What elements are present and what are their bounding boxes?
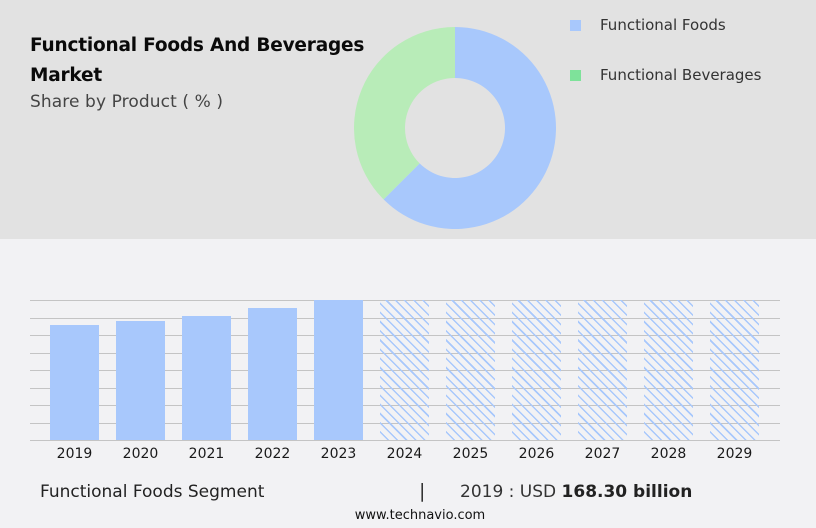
gridline [30,440,780,441]
segment-bar-chart: 2019 2020 2021 2022 2023 2024 2025 2026 2027 2028… [0,239,816,469]
bar-2022 [248,307,297,440]
donut-slice-functional-foods [383,27,556,229]
x-axis-label: 2027 [584,446,621,462]
source-url: www.technavio.com [354,508,486,523]
bar-2023 [314,300,363,440]
segment-label: Functional Foods Segment [40,482,265,502]
donut-slice-functional-beverages [354,27,455,200]
forecast-bar-2025 [446,300,495,440]
x-axis-label: 2029 [716,446,753,462]
forecast-bar-2027 [578,300,627,440]
legend-swatch-beverages-icon [570,69,581,81]
x-axis-label: 2019 [56,446,93,462]
bar-2021 [182,315,231,440]
segment-value-amount: 168.30 billion [561,482,693,502]
legend-item-functional-foods: Functional Foods [570,14,726,36]
legend-label: Functional Beverages [600,66,762,84]
x-axis-label: 2024 [386,446,423,462]
forecast-bar-2029 [710,300,759,440]
forecast-bar-2026 [512,300,561,440]
legend-swatch-foods-icon [570,19,581,31]
donut-chart [354,27,556,229]
chart-subtitle: Share by Product ( % ) [30,92,224,112]
footer-divider: | [419,480,426,502]
x-axis-label: 2022 [254,446,291,462]
segment-value: 2019 : USD 168.30 billion [460,482,692,502]
x-axis-label: 2028 [650,446,687,462]
chart-title: Functional Foods And Beverages Market [30,35,365,86]
bar-2019 [50,325,99,440]
x-axis-label: 2020 [122,446,159,462]
forecast-bar-2024 [380,300,429,440]
x-axis-label: 2021 [188,446,225,462]
forecast-bar-2028 [644,300,693,440]
share-by-product-panel: Functional Foods And Beverages Market Sh… [0,0,816,239]
x-axis-label: 2025 [452,446,489,462]
legend-item-functional-beverages: Functional Beverages [570,64,761,86]
x-axis-label: 2023 [320,446,357,462]
legend-label: Functional Foods [600,16,726,34]
bar-2020 [116,320,165,440]
segment-value-prefix: 2019 : USD [460,482,562,502]
x-axis-label: 2026 [518,446,555,462]
